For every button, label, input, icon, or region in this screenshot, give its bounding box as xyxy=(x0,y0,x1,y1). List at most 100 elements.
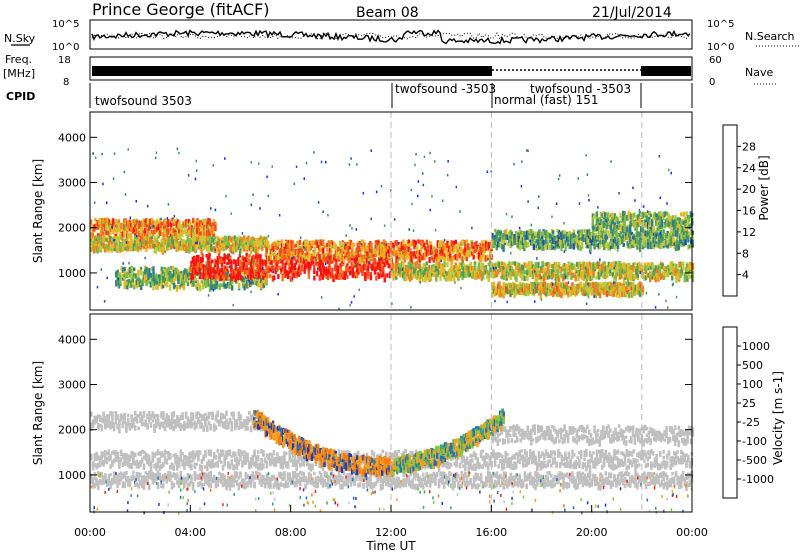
power-cell xyxy=(204,266,207,274)
power-cell xyxy=(563,274,566,280)
power-cell xyxy=(259,260,262,266)
power-cell xyxy=(147,232,151,236)
power-cell xyxy=(435,256,438,263)
power-cell xyxy=(638,239,642,246)
power-cell xyxy=(293,250,296,257)
power-cell xyxy=(320,267,323,273)
power-cell xyxy=(513,283,516,287)
power-cell xyxy=(252,258,255,263)
power-cell xyxy=(222,280,226,287)
power-cell xyxy=(550,236,554,241)
power-cell xyxy=(90,219,93,225)
power-cell xyxy=(614,283,617,288)
power-cell xyxy=(197,223,200,228)
power-cell xyxy=(391,263,394,267)
power-cell xyxy=(523,244,526,252)
power-cell xyxy=(159,223,162,228)
power-cell xyxy=(548,270,551,275)
power-cell xyxy=(333,254,336,259)
power-cell xyxy=(670,240,674,246)
power-cell xyxy=(163,218,166,226)
power-cell xyxy=(606,265,609,271)
power-cell xyxy=(223,243,227,248)
power-cell xyxy=(234,247,238,253)
power-cell xyxy=(433,247,437,251)
power-cell xyxy=(112,227,115,235)
power-cell xyxy=(477,274,481,278)
power-cell xyxy=(671,265,674,269)
power-cell xyxy=(139,266,143,271)
power-cell xyxy=(502,282,505,287)
power-cell xyxy=(125,233,129,239)
power-cell xyxy=(597,242,600,249)
power-cell xyxy=(480,247,484,254)
power-cell xyxy=(491,264,495,268)
power-cell xyxy=(203,229,206,235)
power-cell xyxy=(326,257,330,265)
power-cell xyxy=(471,240,474,244)
power-cell xyxy=(123,271,126,278)
power-cell xyxy=(553,243,556,251)
power-cell xyxy=(644,243,647,248)
power-cell xyxy=(320,253,324,260)
power-cell xyxy=(516,285,519,293)
power-cell xyxy=(473,263,477,268)
power-cell xyxy=(142,237,145,244)
power-cell xyxy=(92,245,96,251)
power-cell xyxy=(119,223,122,230)
power-cell xyxy=(683,239,686,245)
power-cell xyxy=(614,269,617,277)
power-cell xyxy=(392,269,395,274)
power-cell xyxy=(546,261,550,267)
power-cell xyxy=(489,257,492,262)
power-cell xyxy=(494,239,497,246)
power-cell xyxy=(515,275,518,282)
power-cell xyxy=(351,255,354,259)
power-cell xyxy=(254,242,257,250)
power-cell xyxy=(410,270,413,276)
power-cell xyxy=(270,265,273,272)
power-cell xyxy=(257,282,260,288)
power-cell xyxy=(174,239,177,244)
power-cell xyxy=(193,263,196,270)
power-cell xyxy=(610,229,613,234)
power-cell xyxy=(557,289,560,296)
power-cell xyxy=(156,235,159,240)
power-cell xyxy=(611,261,615,266)
power-cell xyxy=(496,229,500,235)
power-cell xyxy=(567,264,570,270)
power-cell xyxy=(229,259,232,265)
power-cell xyxy=(483,265,486,273)
power-cell xyxy=(90,247,93,252)
power-cell xyxy=(489,242,492,246)
power-cell xyxy=(667,233,671,238)
power-cell xyxy=(644,236,647,243)
power-cell xyxy=(603,243,606,251)
power-cell xyxy=(171,241,174,248)
power-cell xyxy=(590,288,594,293)
power-cell xyxy=(142,220,145,228)
power-cell xyxy=(192,278,195,285)
power-cell xyxy=(178,222,181,229)
power-cell xyxy=(282,243,285,250)
power-cell xyxy=(550,292,554,296)
power-cell xyxy=(150,239,154,244)
power-cell xyxy=(476,274,479,279)
power-cell xyxy=(579,287,582,292)
power-cell xyxy=(506,272,510,279)
power-cell xyxy=(436,261,439,266)
power-cell xyxy=(608,241,611,249)
power-cell xyxy=(458,252,462,259)
power-cell xyxy=(260,263,264,269)
power-cell xyxy=(212,267,215,273)
power-cell xyxy=(615,232,618,239)
power-cell xyxy=(383,257,386,261)
power-cell xyxy=(165,227,169,234)
cpid-segment-3: normal (fast) 151 xyxy=(494,93,598,107)
power-cell xyxy=(194,224,198,229)
power-cell xyxy=(611,231,614,237)
freq-strip: Freq. [MHz] 18 8 60 0 Nave xyxy=(3,53,778,88)
power-cell xyxy=(497,269,500,274)
power-cell xyxy=(329,254,333,258)
power-cell xyxy=(450,266,453,273)
